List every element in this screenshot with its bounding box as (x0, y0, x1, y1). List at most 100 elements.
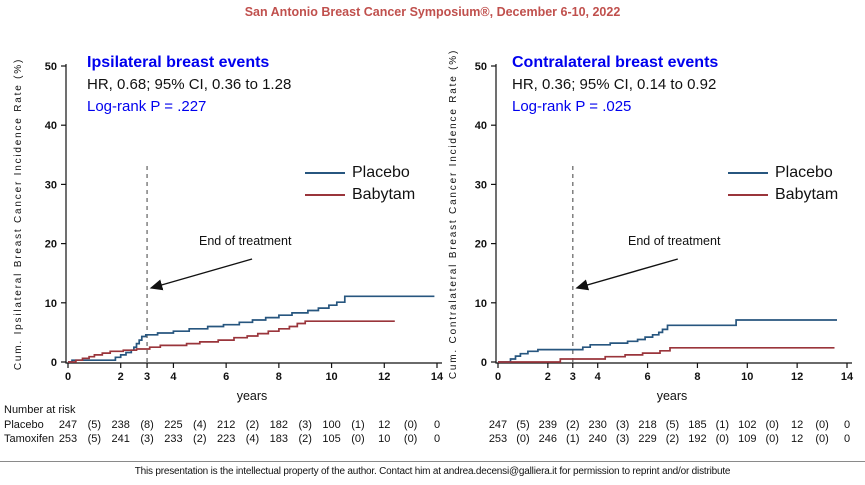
risk-count: 253 (488, 433, 508, 445)
placebo-line-swatch (305, 171, 345, 175)
x-tick-label: 3 (570, 371, 576, 383)
risk-count: 230 (588, 419, 607, 431)
risk-events: (0) (351, 433, 365, 445)
x-tick-label: 10 (325, 371, 337, 383)
risk-events: (3) (615, 433, 630, 445)
x-tick-label: 8 (694, 371, 700, 383)
risk-count: 185 (688, 419, 707, 431)
x-tick-label: 3 (144, 371, 150, 383)
x-tick-label: 0 (495, 371, 501, 383)
risk-events: (1) (566, 433, 580, 445)
y-tick-label: 0 (481, 357, 487, 369)
y-tick-label: 50 (475, 61, 487, 73)
risk-events: (0) (403, 419, 418, 431)
risk-count: 247 (488, 419, 508, 431)
risk-count: 240 (588, 433, 607, 445)
risk-count: 12 (791, 433, 804, 445)
logrank-text: Log-rank P = .227 (87, 98, 207, 115)
annotation-end-of-treatment: End of treatment (199, 234, 292, 248)
risk-count: 241 (111, 433, 130, 445)
risk-table-heading: Number at risk (4, 404, 76, 416)
risk-count: 192 (688, 433, 707, 445)
legend-row: Babytam (305, 184, 465, 206)
risk-count: 0 (433, 433, 441, 445)
legend-label: Babytam (352, 186, 416, 203)
risk-events: (3) (140, 433, 154, 445)
legend-label: Babytam (775, 186, 839, 203)
y-tick-label: 10 (475, 298, 487, 310)
y-tick-label: 30 (475, 179, 487, 191)
babytam-curve (498, 346, 835, 363)
placebo-curve (498, 319, 837, 363)
placebo-line-swatch (728, 171, 768, 175)
risk-count: 212 (216, 419, 236, 431)
x-tick-label: 14 (431, 371, 444, 383)
risk-events: (3) (615, 419, 630, 431)
risk-events: (0) (815, 419, 829, 431)
risk-events: (4) (193, 419, 207, 431)
annotation-arrow (575, 258, 678, 291)
placebo-curve (68, 295, 435, 363)
hazard-ratio-text: HR, 0.36; 95% CI, 0.14 to 0.92 (512, 76, 717, 93)
x-tick-label: 0 (65, 371, 71, 383)
risk-count: 239 (538, 419, 558, 431)
babytam-line-swatch (728, 193, 768, 197)
logrank-text: Log-rank P = .025 (512, 98, 632, 115)
risk-count: 238 (111, 419, 130, 431)
legend-ipsilateral: Placebo Babytam (305, 162, 465, 206)
risk-count: 102 (738, 419, 757, 431)
y-tick-label: 40 (45, 120, 57, 132)
risk-events: (2) (566, 419, 580, 431)
risk-count: 100 (322, 419, 341, 431)
risk-count: 0 (433, 419, 441, 431)
risk-count: 223 (216, 433, 236, 445)
x-tick-label: 12 (791, 371, 803, 383)
legend-label: Placebo (775, 164, 833, 181)
footer-divider (0, 461, 865, 462)
risk-count: 253 (58, 433, 78, 445)
risk-count: 183 (269, 433, 289, 445)
y-tick-label: 20 (45, 239, 57, 251)
panel-head-contralateral: Contralateral breast events HR, 0.36; 95… (512, 52, 718, 118)
axis-line (495, 64, 852, 364)
x-tick-label: 6 (223, 371, 229, 383)
risk-events: (2) (298, 433, 312, 445)
annotation-arrow (149, 258, 253, 291)
risk-count: 109 (738, 433, 757, 445)
risk-events: (0) (815, 433, 829, 445)
risk-count: 12 (791, 419, 804, 431)
panel-title: Ipsilateral breast events (87, 54, 270, 71)
legend-label: Placebo (352, 164, 410, 181)
risk-events: (5) (665, 419, 680, 431)
risk-count: 233 (164, 433, 183, 445)
x-tick-label: 6 (645, 371, 651, 383)
x-axis-label: years (656, 389, 688, 403)
risk-count: 0 (843, 419, 851, 431)
y-axis-label-ipsilateral: Cum. Ipsilateral Breast Cancer Incidence… (13, 57, 24, 371)
y-tick-label: 20 (475, 239, 487, 251)
x-tick-label: 14 (841, 371, 854, 383)
x-tick-label: 2 (118, 371, 124, 383)
risk-events: (2) (193, 433, 207, 445)
legend-row: Babytam (728, 184, 865, 206)
y-tick-label: 0 (51, 357, 57, 369)
risk-row-label-tamoxifen: Tamoxifen (4, 433, 55, 445)
x-tick-label: 12 (378, 371, 390, 383)
risk-count: 105 (322, 433, 341, 445)
risk-events: (4) (245, 433, 260, 445)
risk-count: 246 (538, 433, 558, 445)
risk-count: 12 (378, 419, 391, 431)
risk-events: (5) (87, 433, 102, 445)
risk-events: (3) (298, 419, 312, 431)
risk-events: (1) (715, 419, 730, 431)
panel-title: Contralateral breast events (512, 54, 719, 71)
risk-row-label-placebo: Placebo (4, 419, 44, 431)
risk-count: 225 (164, 419, 183, 431)
risk-count: 247 (58, 419, 78, 431)
risk-events: (5) (87, 419, 102, 431)
legend-contralateral: Placebo Babytam (728, 162, 865, 206)
risk-events: (1) (351, 419, 365, 431)
risk-events: (2) (665, 433, 680, 445)
